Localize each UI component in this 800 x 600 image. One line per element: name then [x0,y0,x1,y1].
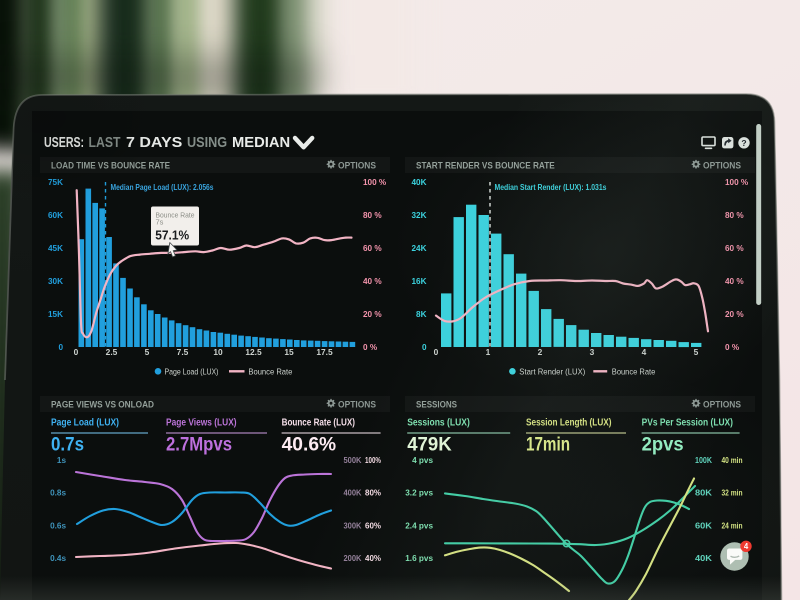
svg-text:45K: 45K [48,244,63,253]
svg-text:80K: 80K [695,489,712,498]
svg-text:Page Views (LUX): Page Views (LUX) [166,418,237,429]
svg-text:2.5: 2.5 [106,347,118,357]
svg-text:0.6s: 0.6s [50,521,66,530]
svg-text:Median Start Render (LUX): 1.0: Median Start Render (LUX): 1.031s [495,182,607,192]
svg-text:7 DAYS: 7 DAYS [126,135,183,151]
svg-text:400K: 400K [344,489,362,498]
svg-text:0 %: 0 % [363,343,378,352]
svg-text:Median Page Load (LUX): 2.056s: Median Page Load (LUX): 2.056s [111,182,214,192]
svg-text:Bounce Rate: Bounce Rate [248,367,292,377]
svg-text:4 pvs: 4 pvs [412,456,433,465]
svg-text:USING: USING [187,135,227,151]
svg-text:Start Render (LUX): Start Render (LUX) [519,367,585,377]
svg-text:15: 15 [284,347,294,357]
svg-text:40K: 40K [411,178,426,187]
svg-text:17min: 17min [526,435,570,456]
svg-text:3.2 pvs: 3.2 pvs [405,489,433,498]
svg-text:Sessions (LUX): Sessions (LUX) [407,418,470,429]
svg-text:100 %: 100 % [725,178,749,187]
svg-text:40 min: 40 min [722,456,743,465]
svg-text:OPTIONS: OPTIONS [703,399,741,410]
svg-text:300K: 300K [344,521,362,530]
svg-text:Page Load (LUX): Page Load (LUX) [51,418,119,429]
svg-text:Page Load (LUX): Page Load (LUX) [165,367,219,377]
svg-text:15K: 15K [48,310,63,319]
svg-text:5: 5 [694,347,699,357]
svg-text:USERS:: USERS: [44,135,84,151]
svg-text:PAGE VIEWS VS ONLOAD: PAGE VIEWS VS ONLOAD [51,400,154,410]
svg-text:OPTIONS: OPTIONS [338,399,376,410]
svg-text:3: 3 [590,347,595,357]
svg-text:0: 0 [74,347,79,357]
svg-text:7.5: 7.5 [177,347,189,357]
svg-text:2: 2 [538,347,543,357]
svg-text:1s: 1s [57,456,67,465]
svg-text:7s: 7s [156,218,164,227]
svg-text:60 %: 60 % [363,244,382,253]
svg-text:Bounce Rate: Bounce Rate [612,367,656,377]
svg-text:20 %: 20 % [363,310,382,319]
svg-text:10: 10 [213,347,223,357]
svg-text:8K: 8K [416,310,427,319]
svg-text:START RENDER VS BOUNCE RATE: START RENDER VS BOUNCE RATE [416,161,555,171]
svg-text:0.4s: 0.4s [50,554,66,563]
svg-text:60K: 60K [48,211,63,220]
svg-text:1: 1 [486,347,491,357]
svg-text:479K: 479K [407,435,452,456]
svg-text:2.4 pvs: 2.4 pvs [405,521,433,530]
svg-text:12.5: 12.5 [245,347,262,357]
svg-text:60%: 60% [365,521,382,530]
svg-text:17.5: 17.5 [316,347,333,357]
svg-text:4: 4 [642,347,647,357]
svg-text:16K: 16K [411,277,426,286]
svg-text:80 %: 80 % [725,211,744,220]
svg-text:Session Length (LUX): Session Length (LUX) [526,418,612,429]
svg-text:100 %: 100 % [363,178,387,187]
svg-text:MEDIAN: MEDIAN [232,135,290,151]
svg-text:80%: 80% [365,489,382,498]
svg-text:4: 4 [744,542,749,551]
svg-text:60 %: 60 % [725,244,744,253]
svg-text:0.8s: 0.8s [50,489,66,498]
svg-text:2.7Mpvs: 2.7Mpvs [166,435,232,456]
svg-text:40.6%: 40.6% [282,435,337,456]
svg-text:24K: 24K [411,244,426,253]
svg-text:30K: 30K [48,277,63,286]
svg-text:LOAD TIME VS BOUNCE RATE: LOAD TIME VS BOUNCE RATE [51,161,170,171]
svg-text:32K: 32K [411,211,426,220]
svg-text:60K: 60K [695,521,712,530]
svg-text:?: ? [741,138,746,148]
svg-text:100%: 100% [365,456,382,465]
svg-text:LAST: LAST [89,135,121,151]
svg-text:40 %: 40 % [363,277,382,286]
svg-text:Bounce Rate (LUX): Bounce Rate (LUX) [282,418,355,429]
svg-text:OPTIONS: OPTIONS [703,160,741,171]
svg-text:Bounce Rate: Bounce Rate [156,211,195,220]
svg-text:0.7s: 0.7s [51,435,84,456]
svg-text:0: 0 [434,347,439,357]
svg-text:5: 5 [145,347,150,357]
svg-text:0: 0 [422,343,427,352]
svg-text:1.6 pvs: 1.6 pvs [405,554,433,563]
svg-text:2pvs: 2pvs [642,435,684,456]
svg-text:SESSIONS: SESSIONS [416,400,457,410]
svg-text:32 min: 32 min [722,489,743,498]
svg-text:40%: 40% [365,554,382,563]
svg-text:0: 0 [58,343,63,352]
svg-text:20 %: 20 % [725,310,744,319]
svg-text:OPTIONS: OPTIONS [338,160,376,171]
svg-text:200K: 200K [344,554,362,563]
svg-text:0 %: 0 % [725,343,740,352]
svg-text:500K: 500K [344,456,362,465]
svg-text:100K: 100K [695,456,712,465]
svg-text:40 %: 40 % [725,277,744,286]
svg-text:40K: 40K [695,554,712,563]
svg-text:PVs Per Session (LUX): PVs Per Session (LUX) [642,418,733,429]
svg-text:80 %: 80 % [363,211,382,220]
svg-text:24 min: 24 min [722,521,743,530]
svg-text:57.1%: 57.1% [155,229,189,243]
svg-text:75K: 75K [48,178,63,187]
